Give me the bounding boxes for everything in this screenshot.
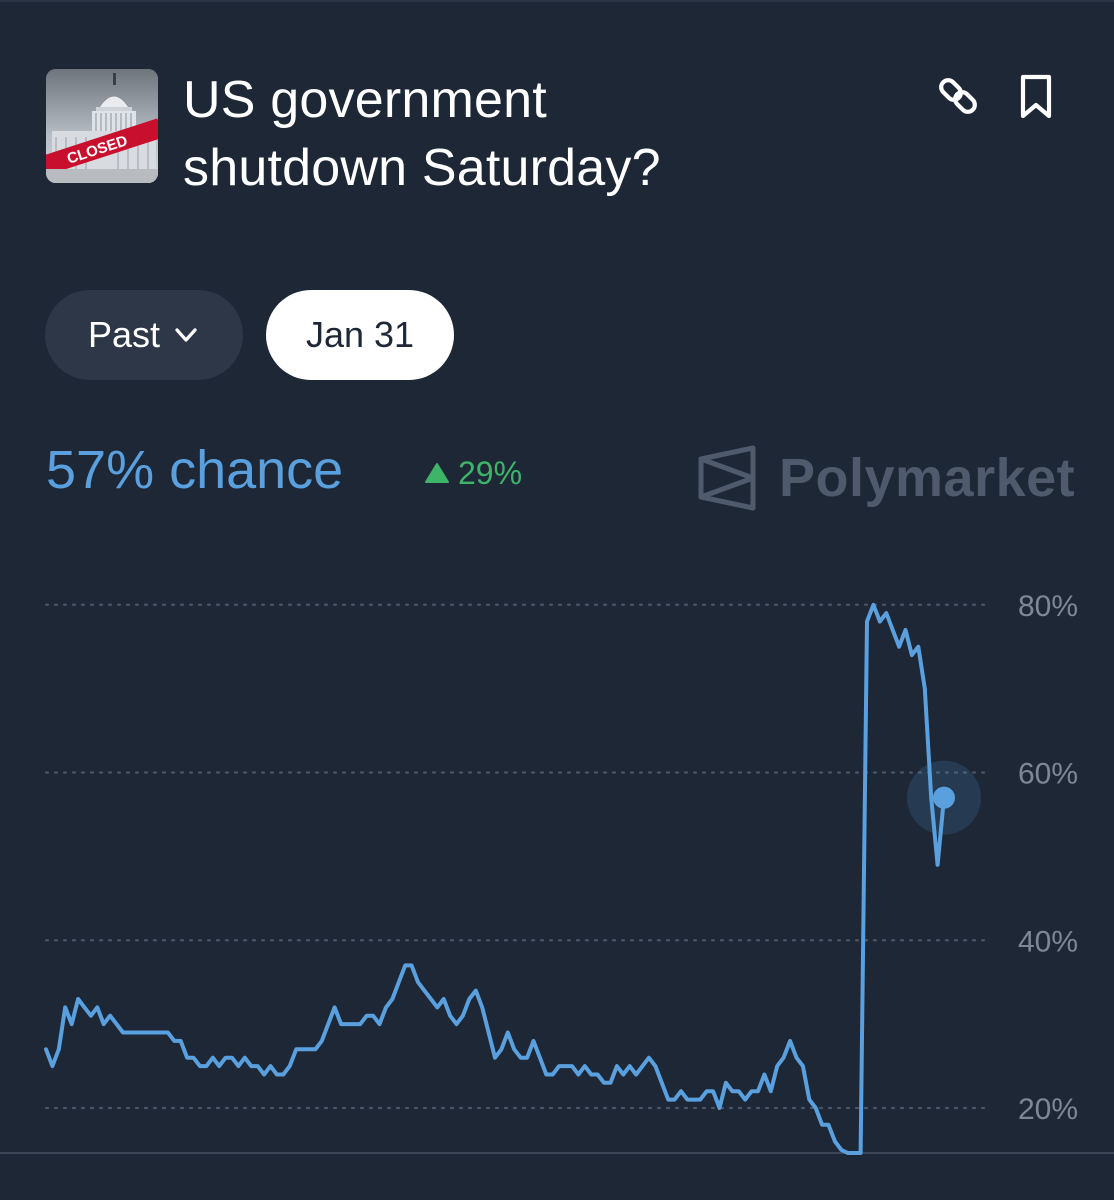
chart-grid (44, 603, 992, 1110)
market-title-line-1: US government (183, 71, 547, 129)
range-dropdown-button[interactable]: Past (45, 290, 243, 380)
y-tick-label-20: 20% (1018, 1093, 1078, 1126)
chart-series (44, 602, 981, 1155)
y-tick-label-60: 60% (1018, 758, 1078, 791)
chevron-down-icon (175, 328, 197, 342)
market-thumbnail: CLOSED (46, 69, 158, 183)
polymarket-logo-icon (698, 445, 756, 511)
capitol-closed-image: CLOSED (46, 69, 158, 183)
polymarket-watermark: Polymarket (697, 444, 1075, 512)
market-title: US government shutdown Saturday? (183, 66, 883, 202)
change-badge: 29% (424, 453, 522, 493)
up-triangle-icon (425, 463, 449, 483)
series-line (44, 602, 946, 1155)
link-icon[interactable] (934, 72, 982, 120)
current-point (933, 786, 955, 809)
range-dropdown-label: Past (87, 314, 161, 355)
top-divider (0, 0, 1114, 2)
chart-y-axis: 20% 40% 60% 80% (1018, 590, 1078, 1126)
market-header: CLOSED US government shutdown Saturday? (46, 68, 1076, 198)
market-title-line-2: shutdown Saturday? (183, 139, 661, 197)
chance-value: 57% chance (46, 440, 344, 500)
brand-name: Polymarket (779, 448, 1076, 508)
date-pill-button[interactable]: Jan 31 (266, 290, 454, 380)
current-point-halo (907, 760, 981, 835)
change-value: 29% (458, 455, 523, 491)
y-tick-label-40: 40% (1018, 925, 1078, 958)
bookmark-icon[interactable] (1012, 72, 1060, 120)
date-pill-label: Jan 31 (305, 314, 415, 355)
y-tick-label-80: 80% (1018, 590, 1078, 623)
